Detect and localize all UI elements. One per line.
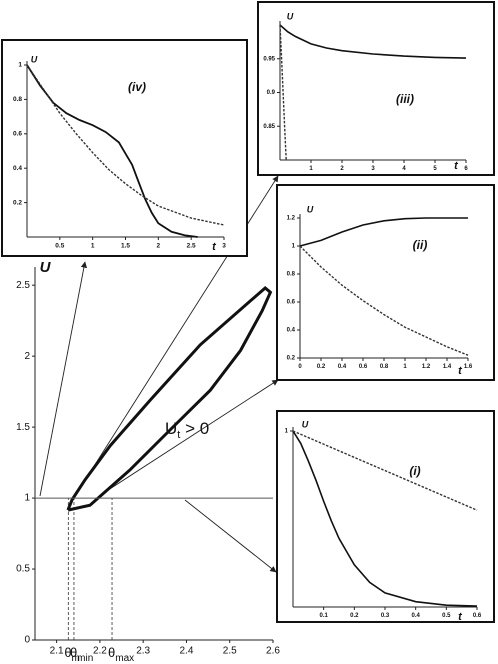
marker-label: θmax: [108, 645, 134, 663]
x-axis-label: t: [454, 160, 459, 172]
y-tick-label: 1.5: [16, 422, 30, 433]
x-tick-label: 0: [298, 364, 302, 370]
y-tick-label: 1: [24, 493, 30, 504]
y-tick-label: 1: [285, 429, 289, 435]
x-tick-label: 2.6: [266, 646, 280, 657]
x-tick-label: 2.3: [136, 646, 150, 657]
annotation-part: t: [177, 429, 180, 441]
x-tick-label: 0.2: [350, 613, 359, 619]
x-tick-label: 5: [433, 166, 437, 172]
y-axis-label: U: [307, 204, 314, 214]
y-tick-label: 0: [24, 635, 30, 646]
y-tick-label: 1: [292, 244, 296, 250]
marker-symbol: θ: [70, 645, 77, 660]
x-axis-label: t: [458, 365, 463, 377]
inset-title: (iii): [396, 92, 414, 106]
x-tick-label: 0.5: [55, 242, 64, 249]
x-tick-label: 0.2: [317, 364, 326, 370]
series-line: [299, 217, 468, 247]
y-tick-label: 2.5: [16, 280, 30, 291]
inset-title: (ii): [413, 238, 428, 252]
x-tick-label: 2.5: [223, 646, 237, 657]
x-tick-label: 0.4: [338, 364, 347, 370]
x-tick-label: 0.6: [359, 364, 368, 370]
y-tick-label: 0.4: [13, 165, 22, 172]
marker-label: θmin: [70, 645, 93, 663]
y-tick-label: 0.9: [267, 90, 276, 96]
y-tick-label: 2: [24, 351, 30, 362]
inset-frame: [257, 1, 495, 176]
series-line: [292, 430, 478, 607]
series-line: [299, 245, 469, 356]
y-tick-label: 0.2: [13, 199, 22, 206]
series-line: [26, 64, 225, 226]
x-tick-label: 0.8: [380, 364, 389, 370]
x-tick-label: 2.2: [93, 646, 107, 657]
x-tick-label: 3: [371, 166, 375, 172]
x-tick-label: 1.4: [443, 364, 452, 370]
x-axis-label: t: [212, 241, 217, 253]
series-line: [66, 286, 273, 512]
x-tick-label: 2.4: [180, 646, 194, 657]
y-tick-label: 0.95: [263, 56, 275, 62]
marker-symbol: θ: [108, 645, 115, 660]
annotation-part: > 0: [180, 419, 209, 438]
arrow: [39, 261, 88, 497]
y-tick-label: 0.8: [13, 96, 22, 103]
x-tick-label: 2.5: [187, 242, 196, 249]
marker-subscript: m: [72, 653, 80, 664]
x-tick-label: 1: [309, 166, 313, 172]
inset-frame: [1, 39, 248, 257]
x-tick-label: 1: [403, 364, 407, 370]
x-tick-label: 0.1: [319, 613, 328, 619]
series-line: [26, 64, 198, 238]
x-tick-label: 6: [464, 166, 468, 172]
marker-label: θm: [64, 645, 80, 663]
arrow: [101, 379, 279, 495]
x-tick-label: 0.6: [473, 613, 482, 619]
y-tick-label: 0.6: [13, 131, 22, 138]
inset-title: (iv): [128, 80, 146, 94]
x-tick-label: 1.5: [121, 242, 130, 249]
x-tick-label: 2: [157, 242, 161, 249]
y-tick-label: 0.5: [16, 564, 30, 575]
x-tick-label: 3: [222, 242, 226, 249]
series-line: [292, 430, 478, 511]
x-tick-label: 1: [91, 242, 95, 249]
y-axis-label: U: [31, 54, 38, 64]
series-line: [279, 24, 287, 161]
y-axis-label: U: [302, 419, 309, 429]
x-tick-label: 1.2: [422, 364, 431, 370]
x-tick-label: 0.3: [381, 613, 390, 619]
marker-subscript: min: [77, 653, 93, 664]
x-tick-label: 2: [340, 166, 344, 172]
y-tick-label: 1: [18, 62, 22, 69]
y-tick-label: 1.2: [287, 216, 296, 222]
y-axis-label: U: [40, 259, 52, 276]
x-tick-label: 4: [402, 166, 406, 172]
arrow: [184, 499, 277, 573]
x-tick-label: 2.1: [50, 646, 64, 657]
y-tick-label: 0.6: [287, 300, 296, 306]
y-tick-label: 0.2: [287, 356, 296, 362]
y-axis-label: U: [287, 11, 294, 21]
series-line: [279, 24, 467, 59]
inset-title: (i): [409, 464, 420, 478]
inset-frame: [276, 410, 495, 623]
y-tick-label: 0.85: [263, 124, 275, 130]
x-tick-label: 0.4: [411, 613, 420, 619]
marker-symbol: θ: [64, 645, 71, 660]
y-tick-label: 0.4: [287, 328, 296, 334]
x-axis-label: t: [458, 611, 463, 623]
x-tick-label: 0.5: [442, 613, 451, 619]
y-tick-label: 0.8: [287, 272, 296, 278]
marker-subscript: max: [115, 653, 134, 664]
x-tick-label: 1.6: [464, 364, 473, 370]
